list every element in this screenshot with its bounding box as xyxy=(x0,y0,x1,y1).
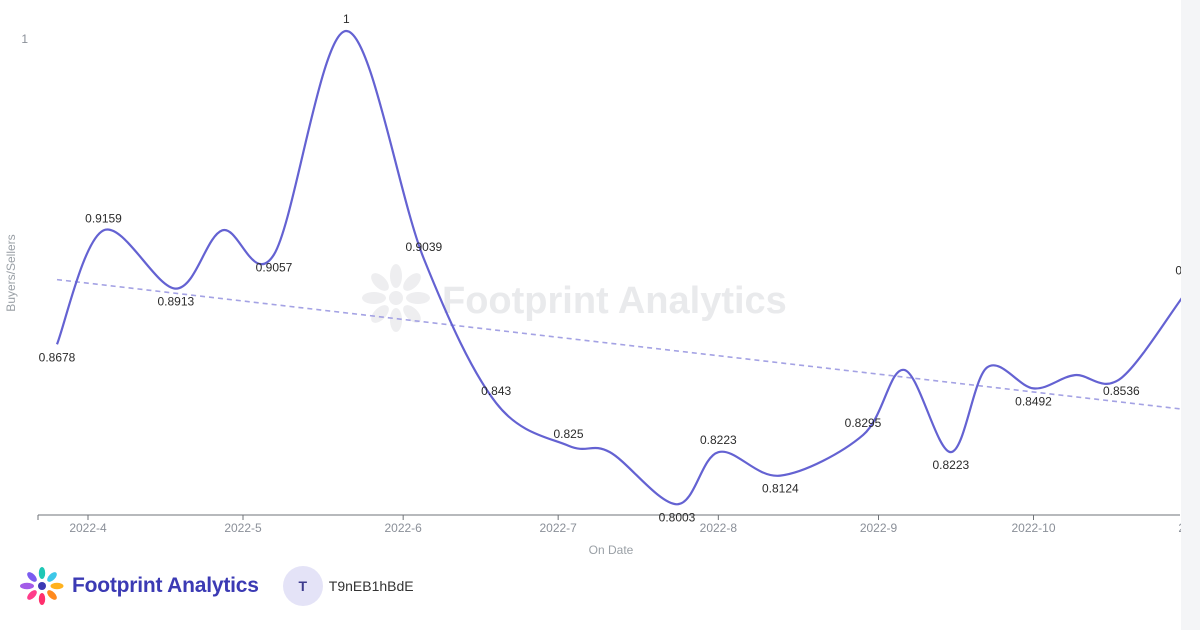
brand[interactable]: Footprint Analytics xyxy=(20,566,259,606)
user-chip[interactable]: T T9nEB1hBdE xyxy=(282,566,414,606)
x-tick-label: 2022-8 xyxy=(700,521,738,535)
watermark-logo-icon xyxy=(362,264,430,332)
data-label: 0.9057 xyxy=(256,260,293,274)
footprint-logo-icon xyxy=(20,567,64,605)
x-tick-label: 2022-7 xyxy=(539,521,577,535)
watermark: Footprint Analytics xyxy=(362,264,787,332)
y-axis-title: Buyers/Sellers xyxy=(4,234,18,311)
data-labels: 0.8678 0.9159 0.8913 0.9057 1 0.9039 0.843 0.82… xyxy=(39,12,1200,524)
data-label: 0.8223 xyxy=(700,433,737,447)
axes: 2022-4 2022-5 2022-6 2022-7 2022-8 2022-9 2022… xyxy=(4,32,1200,557)
x-axis-title: On Date xyxy=(589,543,634,557)
watermark-text: Footprint Analytics xyxy=(442,280,787,322)
x-tick-label: 2022-4 xyxy=(69,521,107,535)
data-label: 0.8536 xyxy=(1103,384,1140,398)
data-label: 0.8678 xyxy=(39,350,76,364)
data-label: 0.8913 xyxy=(157,295,194,309)
data-label: 0.843 xyxy=(481,384,511,398)
data-label: 0.825 xyxy=(553,427,583,441)
data-label: 1 xyxy=(343,12,350,26)
series-layer xyxy=(55,29,1200,506)
data-label: 0.9159 xyxy=(85,211,122,225)
data-label: 0.8223 xyxy=(932,458,969,472)
data-label: 0.8492 xyxy=(1015,394,1052,408)
series-line xyxy=(55,29,1200,506)
data-label: 0.8124 xyxy=(762,482,799,496)
x-tick-label: 2022-6 xyxy=(384,521,422,535)
user-name: T9nEB1hBdE xyxy=(328,578,414,594)
x-tick-label: 2022-9 xyxy=(860,521,898,535)
avatar: T xyxy=(282,566,323,606)
footer: Footprint Analytics T T9nEB1hBdE xyxy=(20,564,414,608)
y-tick-label: 1 xyxy=(21,32,28,46)
data-label: 0.8003 xyxy=(659,510,696,524)
data-label: 0.9039 xyxy=(405,240,442,254)
x-tick-label: 2022-10 xyxy=(1011,521,1055,535)
brand-name: Footprint Analytics xyxy=(72,574,259,597)
scrollbar-track[interactable] xyxy=(1181,0,1200,630)
x-tick-label: 2022-5 xyxy=(224,521,262,535)
data-label: 0.8295 xyxy=(845,416,882,430)
